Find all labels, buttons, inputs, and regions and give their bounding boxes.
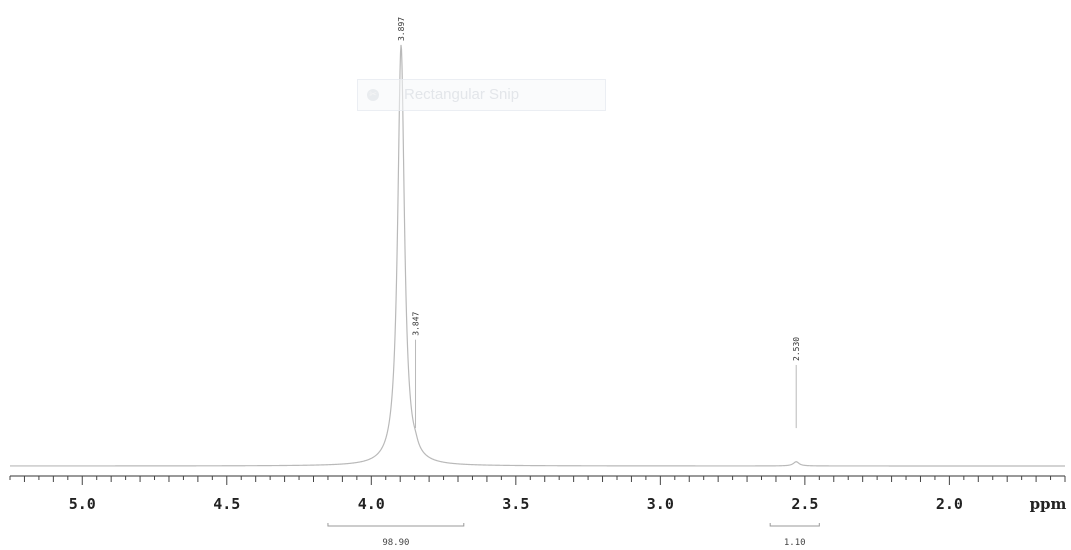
x-axis: 5.0 4.5 4.0 3.5 3.0 2.5 2.0 (9, 475, 1066, 513)
integral-value: 1.10 (784, 538, 806, 548)
x-tick-label: 3.5 (502, 495, 529, 513)
integral-bracket (769, 523, 820, 527)
integral-bracket (327, 523, 465, 527)
peak-labels: 3.897 3.847 2.530 (397, 17, 801, 429)
peak-label: 3.847 (412, 311, 421, 335)
integrals: 98.90 1.10 (327, 523, 820, 548)
x-tick-label: 5.0 (69, 495, 96, 513)
x-axis-unit-label: ppm (1030, 495, 1067, 513)
snip-icon: ✂ (367, 89, 379, 101)
x-tick-label: 4.0 (358, 495, 385, 513)
snip-tool-label: Rectangular Snip (404, 86, 520, 103)
x-tick-label: 2.5 (791, 495, 818, 513)
peak-label: 3.897 (397, 17, 406, 41)
x-tick-label: 4.5 (213, 495, 240, 513)
spectrum-curve-group (10, 44, 1065, 467)
x-tick-label: 3.0 (647, 495, 674, 513)
x-tick-label: 2.0 (936, 495, 963, 513)
spectrum-line (10, 44, 1065, 467)
snip-tool-overlay: ✂ Rectangular Snip (357, 79, 606, 111)
peak-label: 2.530 (792, 337, 801, 361)
integral-value: 98.90 (382, 538, 409, 548)
